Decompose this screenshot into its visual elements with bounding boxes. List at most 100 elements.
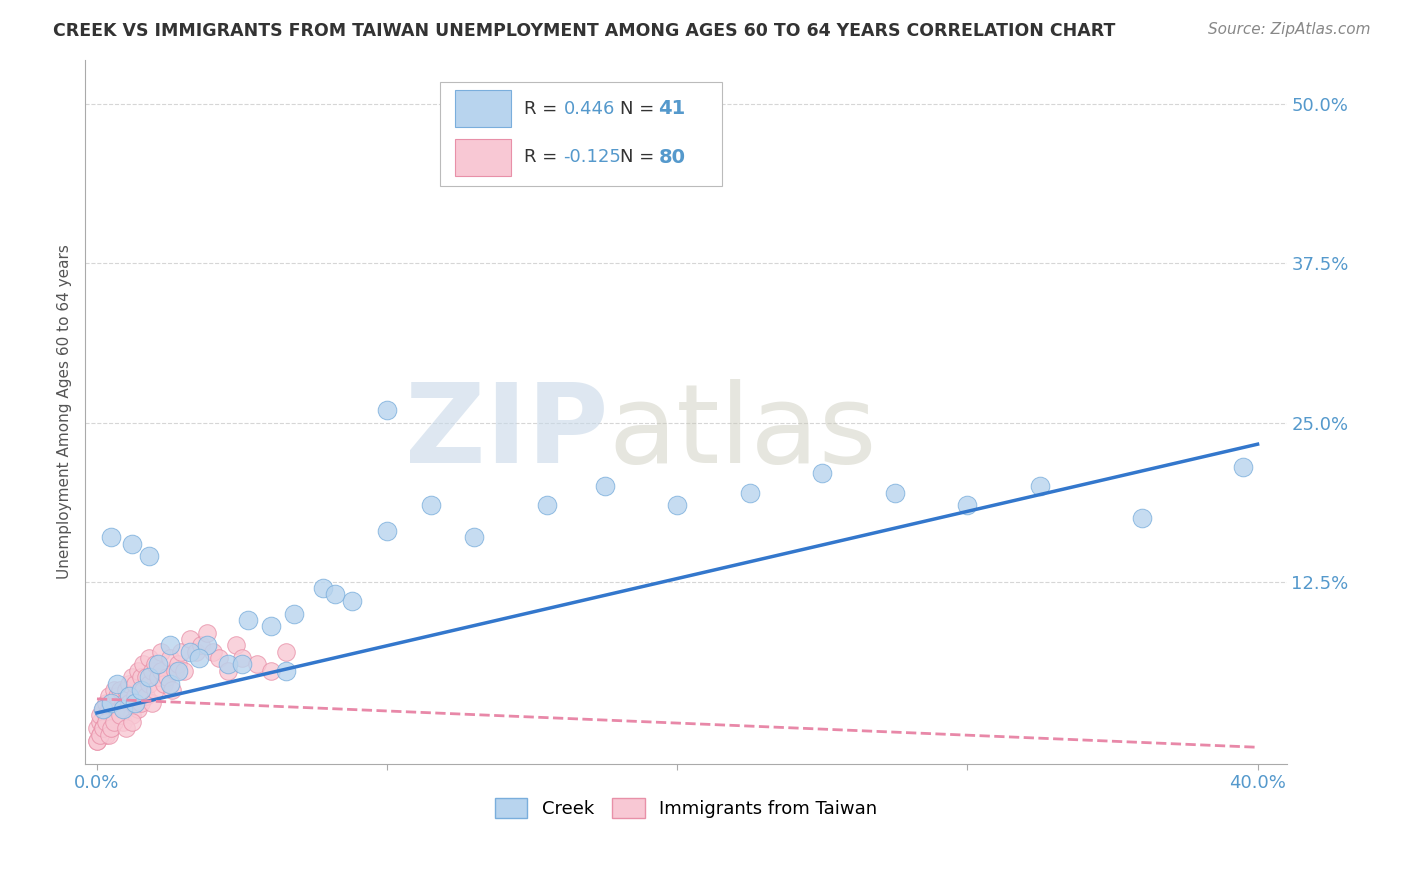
Point bbox=[118, 696, 141, 710]
Point bbox=[121, 714, 143, 729]
Point bbox=[236, 613, 259, 627]
Point bbox=[94, 714, 117, 729]
Point bbox=[165, 664, 187, 678]
Point bbox=[143, 683, 166, 698]
Point bbox=[91, 702, 114, 716]
Point bbox=[89, 727, 111, 741]
Point bbox=[260, 619, 283, 633]
Point bbox=[118, 676, 141, 690]
Point bbox=[159, 651, 181, 665]
Point bbox=[167, 657, 190, 672]
Point bbox=[156, 670, 179, 684]
Point bbox=[138, 549, 160, 564]
Point bbox=[91, 721, 114, 735]
Point bbox=[89, 714, 111, 729]
Point bbox=[121, 536, 143, 550]
Point bbox=[115, 702, 138, 716]
Point bbox=[217, 664, 239, 678]
Point bbox=[94, 727, 117, 741]
Point bbox=[217, 657, 239, 672]
Point bbox=[97, 690, 120, 704]
Point bbox=[167, 664, 190, 678]
Point bbox=[105, 690, 128, 704]
Point bbox=[146, 670, 169, 684]
Point bbox=[100, 708, 122, 723]
Point bbox=[91, 727, 114, 741]
Text: 0.446: 0.446 bbox=[564, 100, 614, 118]
Point bbox=[135, 670, 157, 684]
Point bbox=[463, 530, 485, 544]
Text: N =: N = bbox=[620, 148, 659, 167]
Point bbox=[108, 683, 131, 698]
Point bbox=[112, 696, 135, 710]
Point bbox=[231, 657, 253, 672]
Point bbox=[173, 664, 195, 678]
Point bbox=[100, 721, 122, 735]
Point bbox=[159, 676, 181, 690]
Point bbox=[121, 708, 143, 723]
Point bbox=[129, 670, 152, 684]
Point bbox=[274, 645, 297, 659]
Point bbox=[184, 645, 207, 659]
Point bbox=[159, 639, 181, 653]
Point bbox=[195, 639, 218, 653]
Point bbox=[91, 702, 114, 716]
Text: Source: ZipAtlas.com: Source: ZipAtlas.com bbox=[1208, 22, 1371, 37]
Point bbox=[97, 714, 120, 729]
Point bbox=[129, 683, 152, 698]
Point bbox=[124, 690, 146, 704]
Text: N =: N = bbox=[620, 100, 659, 118]
Point bbox=[94, 708, 117, 723]
Point bbox=[208, 651, 231, 665]
Point bbox=[115, 683, 138, 698]
Point bbox=[112, 714, 135, 729]
Point bbox=[115, 721, 138, 735]
Point bbox=[666, 498, 689, 512]
Point bbox=[100, 696, 122, 710]
Point bbox=[86, 721, 108, 735]
Text: -0.125: -0.125 bbox=[564, 148, 621, 167]
Point bbox=[179, 632, 201, 646]
Text: 80: 80 bbox=[658, 148, 685, 167]
Point bbox=[89, 708, 111, 723]
Point bbox=[86, 734, 108, 748]
Point bbox=[127, 664, 149, 678]
Point bbox=[121, 670, 143, 684]
Point bbox=[738, 485, 761, 500]
Point bbox=[419, 498, 441, 512]
Point bbox=[231, 651, 253, 665]
Point bbox=[91, 721, 114, 735]
Point bbox=[260, 664, 283, 678]
Point bbox=[149, 645, 172, 659]
Point bbox=[97, 727, 120, 741]
Text: ZIP: ZIP bbox=[405, 379, 607, 486]
Point bbox=[112, 702, 135, 716]
Point bbox=[283, 607, 305, 621]
Point bbox=[375, 524, 398, 538]
Point bbox=[129, 696, 152, 710]
Point bbox=[162, 683, 184, 698]
Point bbox=[190, 639, 212, 653]
Point bbox=[202, 645, 225, 659]
Point bbox=[108, 708, 131, 723]
Point bbox=[103, 714, 125, 729]
Legend: Creek, Immigrants from Taiwan: Creek, Immigrants from Taiwan bbox=[488, 791, 884, 825]
Point bbox=[1029, 479, 1052, 493]
Point bbox=[94, 696, 117, 710]
FancyBboxPatch shape bbox=[440, 82, 723, 186]
Point bbox=[225, 639, 247, 653]
Point bbox=[105, 708, 128, 723]
Point bbox=[170, 645, 193, 659]
Point bbox=[127, 702, 149, 716]
Point bbox=[86, 734, 108, 748]
Point bbox=[108, 702, 131, 716]
Point bbox=[179, 645, 201, 659]
Point bbox=[141, 696, 163, 710]
Point bbox=[323, 587, 346, 601]
Point bbox=[152, 676, 174, 690]
Text: 41: 41 bbox=[658, 99, 686, 119]
Text: atlas: atlas bbox=[607, 379, 876, 486]
Text: R =: R = bbox=[524, 100, 562, 118]
Point bbox=[132, 683, 155, 698]
Point bbox=[146, 657, 169, 672]
